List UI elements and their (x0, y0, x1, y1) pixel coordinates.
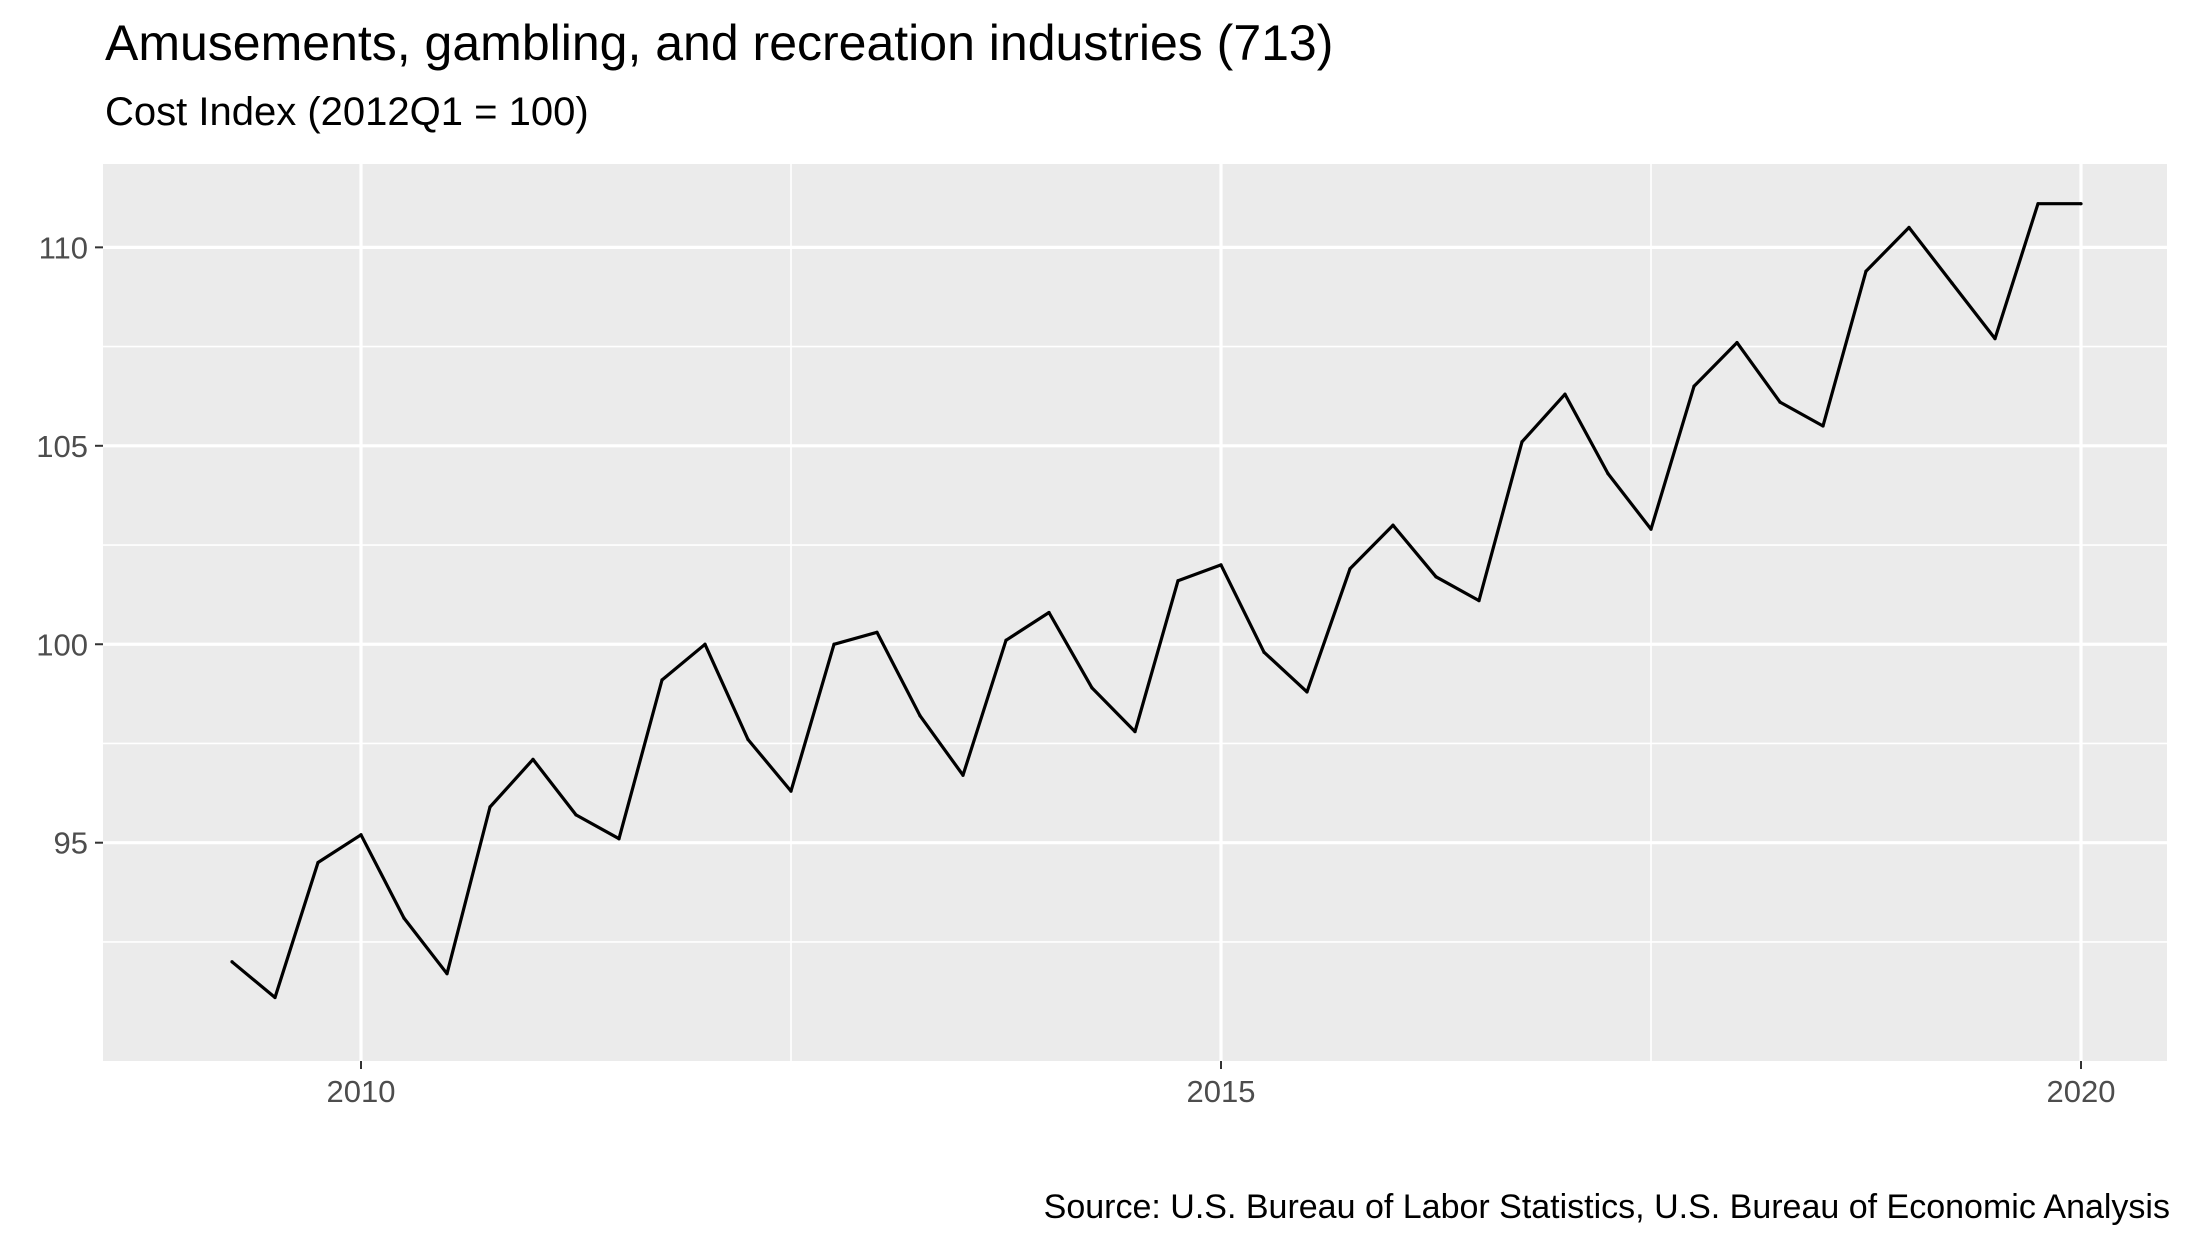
data-point (1305, 690, 1309, 694)
chart-title: Amusements, gambling, and recreation ind… (105, 15, 1334, 71)
data-point (1348, 567, 1352, 571)
series-layer (230, 202, 2083, 1000)
data-point (1606, 471, 1610, 476)
y-tick-label: 100 (36, 627, 88, 662)
data-point (488, 805, 492, 809)
data-point (402, 916, 406, 920)
data-point (1821, 424, 1825, 428)
data-point (961, 773, 965, 777)
chart-subtitle: Cost Index (2012Q1 = 100) (105, 90, 589, 134)
data-point (2079, 202, 2083, 206)
data-point (1907, 225, 1911, 230)
plot-panel (103, 164, 2167, 1061)
data-point (1563, 392, 1567, 396)
axis-ticks (95, 246, 2082, 1069)
data-point (1993, 337, 1997, 341)
series-line (230, 202, 2081, 1000)
data-point (1735, 341, 1739, 345)
data-point (1219, 563, 1223, 567)
data-point (1004, 638, 1008, 642)
x-tick-label: 2015 (1187, 1074, 1256, 1109)
data-point (1950, 281, 1954, 285)
data-point (1434, 575, 1438, 579)
data-point (1176, 579, 1180, 583)
data-point (789, 789, 793, 793)
axis-tick-labels: 2010 2015 2020 95 100 105 110 (36, 230, 2115, 1109)
y-tick-label: 105 (36, 429, 88, 464)
data-point (1864, 269, 1868, 273)
data-point (1649, 527, 1653, 531)
data-point (875, 630, 879, 634)
data-point (1262, 650, 1266, 654)
data-point (316, 860, 320, 865)
major-gridlines (103, 164, 2167, 1061)
data-point (1090, 686, 1094, 690)
data-point (746, 737, 750, 742)
data-point (574, 813, 578, 817)
data-point (1778, 400, 1782, 404)
x-tick-label: 2010 (327, 1074, 396, 1109)
data-point (2036, 202, 2040, 206)
data-point (832, 642, 836, 646)
data-point (918, 714, 922, 718)
data-point (1133, 729, 1137, 734)
data-point (660, 678, 664, 682)
y-tick-label: 110 (39, 230, 88, 265)
data-point (1692, 384, 1696, 388)
data-point (273, 995, 277, 1000)
y-tick-label: 95 (54, 826, 88, 861)
data-point (531, 757, 535, 761)
source-caption: Source: U.S. Bureau of Labor Statistics,… (1043, 1188, 2170, 1226)
data-point (1047, 610, 1051, 615)
data-point (1391, 523, 1395, 527)
data-point (1477, 598, 1481, 603)
data-point (230, 960, 234, 964)
data-point (445, 972, 449, 976)
data-point (359, 833, 363, 837)
data-point (1520, 440, 1524, 444)
data-point (703, 642, 707, 646)
data-point (617, 837, 621, 841)
minor-gridlines (103, 164, 2167, 1061)
x-tick-label: 2020 (2047, 1074, 2116, 1109)
